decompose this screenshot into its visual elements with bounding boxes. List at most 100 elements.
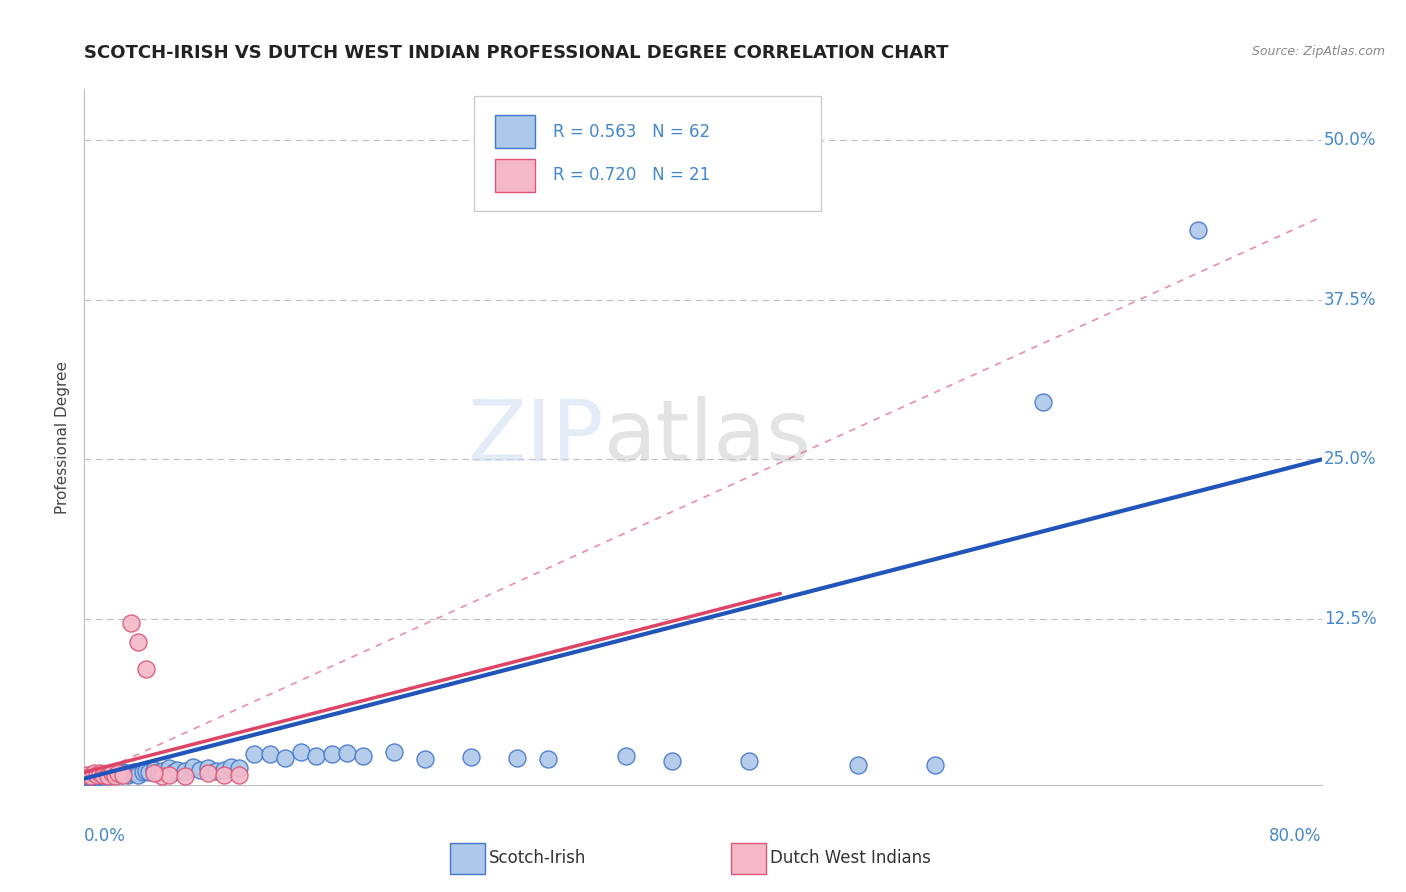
Point	[91, 768, 114, 782]
Point	[228, 768, 250, 782]
Point	[243, 747, 266, 762]
Point	[924, 757, 946, 772]
Point	[98, 768, 121, 782]
Bar	[495, 159, 534, 192]
Text: 25.0%: 25.0%	[1324, 450, 1376, 468]
Bar	[495, 115, 534, 148]
Point	[127, 635, 149, 649]
Point	[197, 761, 219, 775]
Point	[96, 769, 118, 783]
Point	[163, 765, 186, 780]
Point	[89, 766, 111, 780]
Text: 37.5%: 37.5%	[1324, 291, 1376, 309]
Point	[506, 751, 529, 765]
Text: 80.0%: 80.0%	[1270, 827, 1322, 845]
Point	[382, 745, 405, 759]
Text: Source: ZipAtlas.com: Source: ZipAtlas.com	[1251, 45, 1385, 58]
Y-axis label: Professional Degree: Professional Degree	[55, 360, 70, 514]
Point	[89, 768, 111, 782]
Text: 12.5%: 12.5%	[1324, 610, 1376, 628]
Point	[181, 760, 204, 774]
Point	[205, 764, 228, 778]
Point	[188, 763, 211, 777]
Point	[86, 768, 108, 782]
Point	[1187, 222, 1209, 236]
Point	[846, 757, 869, 772]
Point	[107, 766, 129, 780]
Point	[212, 763, 235, 777]
Point	[120, 615, 142, 630]
Text: R = 0.563   N = 62: R = 0.563 N = 62	[554, 122, 710, 141]
Point	[228, 761, 250, 775]
Text: SCOTCH-IRISH VS DUTCH WEST INDIAN PROFESSIONAL DEGREE CORRELATION CHART: SCOTCH-IRISH VS DUTCH WEST INDIAN PROFES…	[84, 45, 949, 62]
Point	[148, 765, 170, 780]
Point	[460, 750, 482, 764]
Point	[174, 764, 197, 778]
Point	[77, 770, 100, 784]
Point	[738, 754, 761, 768]
Point	[101, 766, 124, 780]
Point	[1032, 395, 1054, 409]
Point	[413, 752, 436, 766]
Point	[132, 765, 155, 780]
Text: Dutch West Indians: Dutch West Indians	[770, 849, 931, 867]
Point	[110, 768, 132, 782]
Point	[101, 766, 124, 780]
Point	[83, 769, 105, 783]
Point	[87, 769, 110, 783]
Text: 0.0%: 0.0%	[84, 827, 127, 845]
Point	[336, 746, 359, 760]
Point	[212, 768, 235, 782]
Point	[614, 748, 637, 763]
Point	[159, 768, 180, 782]
Point	[259, 747, 281, 762]
Point	[305, 748, 328, 763]
Point	[79, 769, 101, 783]
Point	[120, 766, 142, 780]
Text: R = 0.720   N = 21: R = 0.720 N = 21	[554, 167, 710, 185]
Point	[143, 766, 166, 780]
Text: ZIP: ZIP	[468, 395, 605, 479]
Text: 50.0%: 50.0%	[1324, 131, 1376, 149]
Point	[83, 766, 105, 780]
Point	[150, 764, 173, 778]
Point	[94, 768, 117, 782]
Point	[107, 766, 129, 780]
Point	[166, 763, 188, 777]
Point	[219, 760, 242, 774]
Point	[143, 763, 166, 777]
FancyBboxPatch shape	[474, 96, 821, 211]
Text: Scotch-Irish: Scotch-Irish	[489, 849, 586, 867]
Point	[76, 768, 98, 782]
Point	[174, 769, 197, 783]
Point	[112, 768, 135, 782]
Point	[91, 769, 114, 783]
Point	[104, 768, 127, 782]
Point	[76, 769, 98, 783]
Point	[127, 768, 149, 782]
Point	[86, 770, 108, 784]
Point	[84, 768, 107, 782]
Point	[537, 752, 560, 766]
Point	[197, 766, 219, 780]
Point	[104, 769, 127, 783]
Point	[115, 766, 138, 780]
Text: atlas: atlas	[605, 395, 813, 479]
Point	[661, 754, 683, 768]
Point	[117, 768, 139, 782]
Point	[79, 769, 101, 783]
Point	[159, 761, 180, 775]
Point	[321, 747, 343, 762]
Point	[82, 770, 104, 784]
Point	[290, 745, 312, 759]
Point	[135, 764, 157, 778]
Point	[135, 662, 157, 676]
Point	[112, 765, 135, 780]
Point	[352, 748, 374, 763]
Point	[138, 765, 160, 780]
Point	[122, 765, 145, 780]
Point	[150, 769, 173, 783]
Point	[96, 769, 118, 783]
Point	[75, 770, 97, 784]
Point	[274, 751, 297, 765]
